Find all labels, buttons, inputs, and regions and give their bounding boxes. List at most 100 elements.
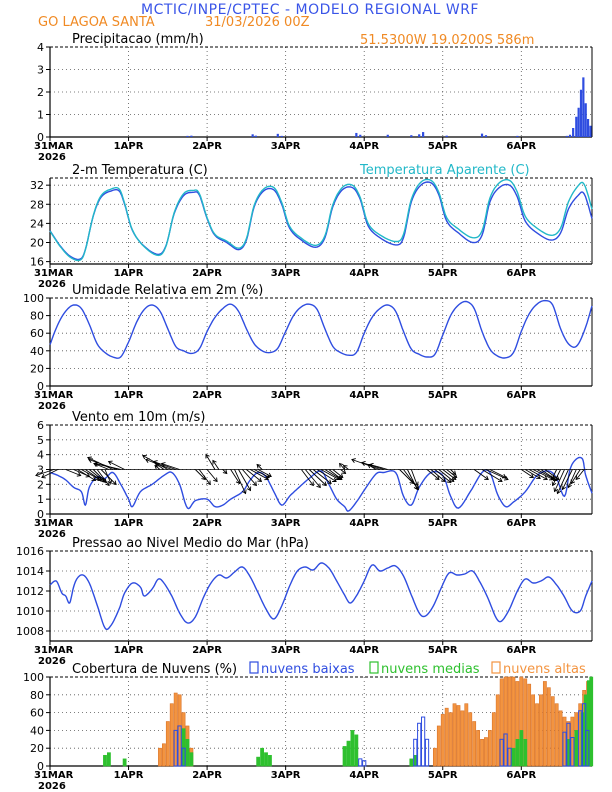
x-tick-label: 1APR xyxy=(114,645,144,656)
y-tick-label: 100 xyxy=(23,671,44,684)
bar-nuvens-baixas xyxy=(421,716,426,767)
bar-precipitacao xyxy=(579,89,583,137)
bar-nuvens-medias xyxy=(189,752,194,767)
x-tick-label: 3APR xyxy=(271,770,301,781)
wind-arrow xyxy=(532,469,554,480)
bar-nuvens-altas xyxy=(558,710,563,767)
bar-precipitacao xyxy=(280,135,283,137)
x-tick-label: 6APR xyxy=(506,645,536,656)
wind-arrow xyxy=(332,469,344,478)
y-tick-label: 20 xyxy=(30,742,44,755)
x-tick-label: 2APR xyxy=(192,390,222,401)
wind-arrow-head xyxy=(413,481,419,487)
bar-nuvens-medias xyxy=(523,738,528,767)
bar-nuvens-altas xyxy=(495,694,500,767)
bar-nuvens-medias xyxy=(342,746,347,767)
bar-nuvens-altas xyxy=(531,694,535,767)
wind-arrow xyxy=(407,469,418,490)
wind-arrow-head xyxy=(107,479,113,485)
wind-arrow-head xyxy=(145,458,150,463)
y-tick-label: 20 xyxy=(30,237,44,250)
wind-arrow xyxy=(554,469,565,492)
wind-arrow xyxy=(212,460,220,470)
bar-nuvens-altas xyxy=(448,712,453,767)
wind-arrow-head xyxy=(222,469,228,475)
wind-arrow xyxy=(528,469,548,480)
wind-arrow-head xyxy=(536,474,541,480)
series-line-pressao xyxy=(49,562,593,631)
wind-arrow xyxy=(234,469,247,494)
bar-precipitacao xyxy=(484,135,488,137)
wind-arrow xyxy=(521,469,534,478)
wind-arrow xyxy=(242,469,257,486)
wind-arrow-head xyxy=(213,477,218,483)
y-tick-label: 4 xyxy=(37,449,44,462)
y-tick-label: 24 xyxy=(30,217,44,230)
wind-arrow xyxy=(361,462,384,470)
bar-nuvens-medias xyxy=(185,738,190,767)
bar-nuvens-altas xyxy=(169,703,174,767)
x-tick-label: 5APR xyxy=(428,141,458,152)
x-tick-label: 5APR xyxy=(428,268,458,279)
bar-precipitacao xyxy=(586,119,590,137)
wind-arrow xyxy=(324,469,342,480)
legend-swatch xyxy=(491,661,501,674)
x-tick-label: 6APR xyxy=(506,770,536,781)
bar-nuvens-altas xyxy=(432,747,437,767)
bar-precipitacao xyxy=(254,135,257,137)
bar-nuvens-medias xyxy=(122,758,127,767)
bar-precipitacao xyxy=(386,134,389,137)
wind-arrow-head xyxy=(543,475,548,481)
wind-arrow xyxy=(312,469,332,484)
bar-nuvens-baixas xyxy=(413,738,418,767)
y-tick-label: 80 xyxy=(30,310,44,323)
bar-nuvens-baixas xyxy=(566,722,571,767)
y-tick-label: 2 xyxy=(37,478,44,491)
panel-title: Cobertura de Nuvens (%) xyxy=(72,662,237,677)
bar-nuvens-baixas xyxy=(562,731,567,767)
wind-arrow-head xyxy=(503,475,509,481)
y-tick-label: 1016 xyxy=(16,545,44,558)
legend-apparent-temp: Temperatura Aparente (C) xyxy=(359,163,530,178)
y-tick-label: 0 xyxy=(37,508,44,521)
wind-arrow xyxy=(369,464,388,470)
wind-arrow-head xyxy=(154,464,159,470)
wind-arrow-head xyxy=(160,462,166,467)
series-line-temperatura-aparente xyxy=(49,178,593,262)
wind-arrow xyxy=(304,469,321,488)
wind-arrow xyxy=(308,469,327,486)
series-line-umidade xyxy=(49,299,593,359)
wind-arrow-head xyxy=(561,485,567,491)
bar-nuvens-baixas xyxy=(499,738,504,767)
bar-nuvens-altas xyxy=(472,721,477,767)
wind-arrow xyxy=(438,469,455,482)
y-tick-label: 28 xyxy=(30,198,44,211)
wind-arrow-head xyxy=(567,483,572,489)
y-tick-label: 6 xyxy=(37,419,44,432)
bar-nuvens-altas xyxy=(158,747,162,767)
x-tick-label: 31MAR xyxy=(34,268,74,279)
wind-arrow-head xyxy=(435,475,440,481)
y-tick-label: 80 xyxy=(30,689,44,702)
bar-precipitacao xyxy=(565,135,568,137)
series-line-vento xyxy=(49,456,593,512)
wind-arrow xyxy=(206,469,218,482)
bar-nuvens-medias xyxy=(589,676,594,767)
wind-arrow xyxy=(442,469,457,480)
wind-arrow xyxy=(108,461,125,470)
x-tick-label: 3APR xyxy=(271,390,301,401)
wind-arrow-head xyxy=(252,481,257,487)
bar-nuvens-baixas xyxy=(358,758,363,767)
bar-nuvens-altas xyxy=(487,730,492,767)
x-tick-label: 6APR xyxy=(506,390,536,401)
bar-precipitacao xyxy=(410,135,413,137)
wind-arrow-head xyxy=(309,481,314,487)
bar-nuvens-baixas xyxy=(417,722,422,767)
bar-nuvens-medias xyxy=(103,755,107,767)
bar-nuvens-altas xyxy=(542,681,547,767)
